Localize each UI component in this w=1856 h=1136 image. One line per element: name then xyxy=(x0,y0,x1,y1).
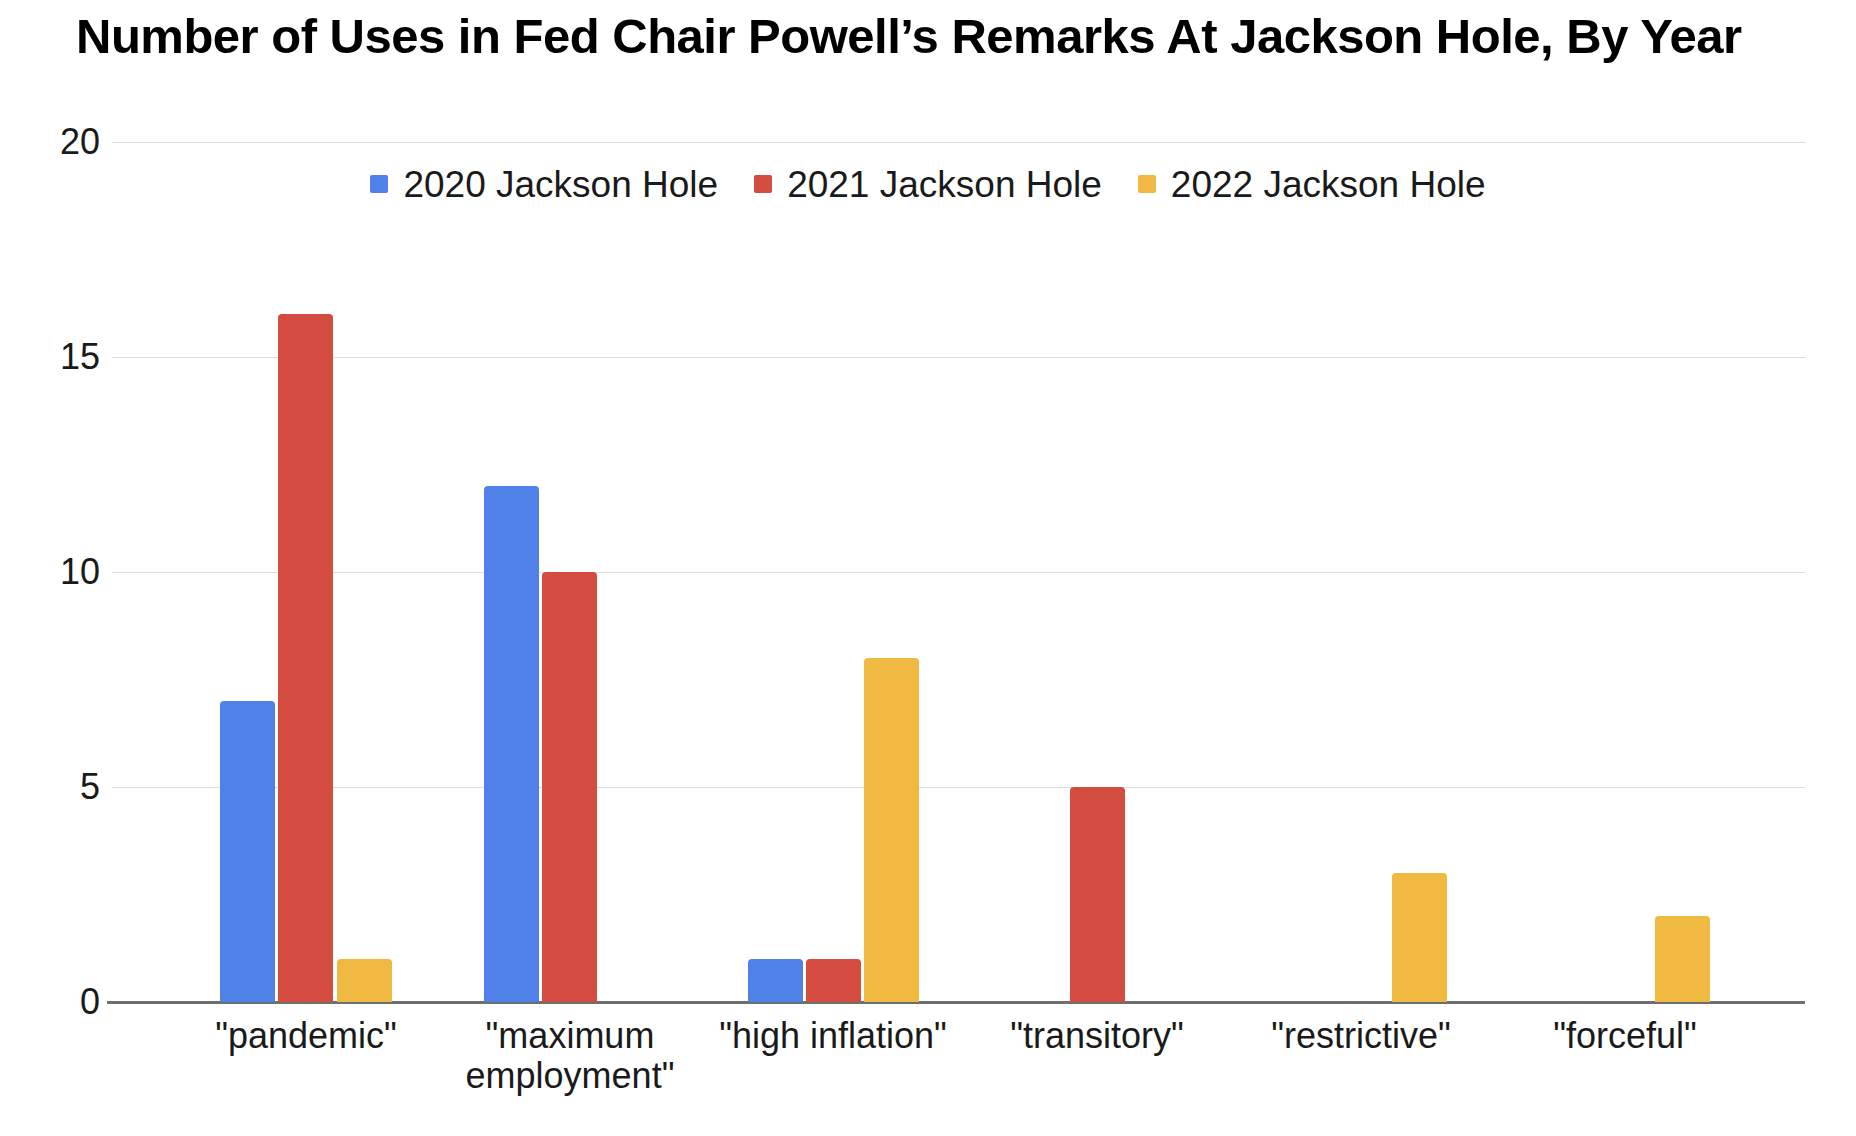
x-axis-category-label: "high inflation" xyxy=(701,1016,965,1056)
bar-2022-1 xyxy=(337,959,392,1002)
gridline xyxy=(112,787,1805,788)
bar-2021-1 xyxy=(278,314,333,1002)
y-axis-tick-label: 5 xyxy=(20,765,100,809)
gridline xyxy=(112,142,1805,143)
y-axis-tick-label: 15 xyxy=(20,335,100,379)
gridline xyxy=(112,357,1805,358)
bar-2022-3 xyxy=(864,658,919,1002)
chart-container: Number of Uses in Fed Chair Powell’s Rem… xyxy=(0,0,1856,1136)
plot-area: 0 5 10 15 20 "pandemic" "maximum employment" "h… xyxy=(0,0,1856,1136)
y-axis-tick-label: 0 xyxy=(20,980,100,1024)
bar-2021-3 xyxy=(806,959,861,1002)
bar-2020-2 xyxy=(484,486,539,1002)
bar-2021-4 xyxy=(1070,787,1125,1002)
y-axis-tick-label: 10 xyxy=(20,550,100,594)
bar-2020-3 xyxy=(748,959,803,1002)
x-axis-category-label: "maximum employment" xyxy=(455,1016,685,1095)
bar-2022-6 xyxy=(1655,916,1710,1002)
x-axis-category-label: "restrictive" xyxy=(1229,1016,1493,1056)
x-axis-category-label: "transitory" xyxy=(965,1016,1229,1056)
x-axis-category-label: "forceful" xyxy=(1493,1016,1757,1056)
gridline xyxy=(112,572,1805,573)
x-axis-category-label: "pandemic" xyxy=(174,1016,438,1056)
y-axis-tick-label: 20 xyxy=(20,120,100,164)
bar-2020-1 xyxy=(220,701,275,1002)
bar-2022-5 xyxy=(1392,873,1447,1002)
bar-2021-2 xyxy=(542,572,597,1002)
